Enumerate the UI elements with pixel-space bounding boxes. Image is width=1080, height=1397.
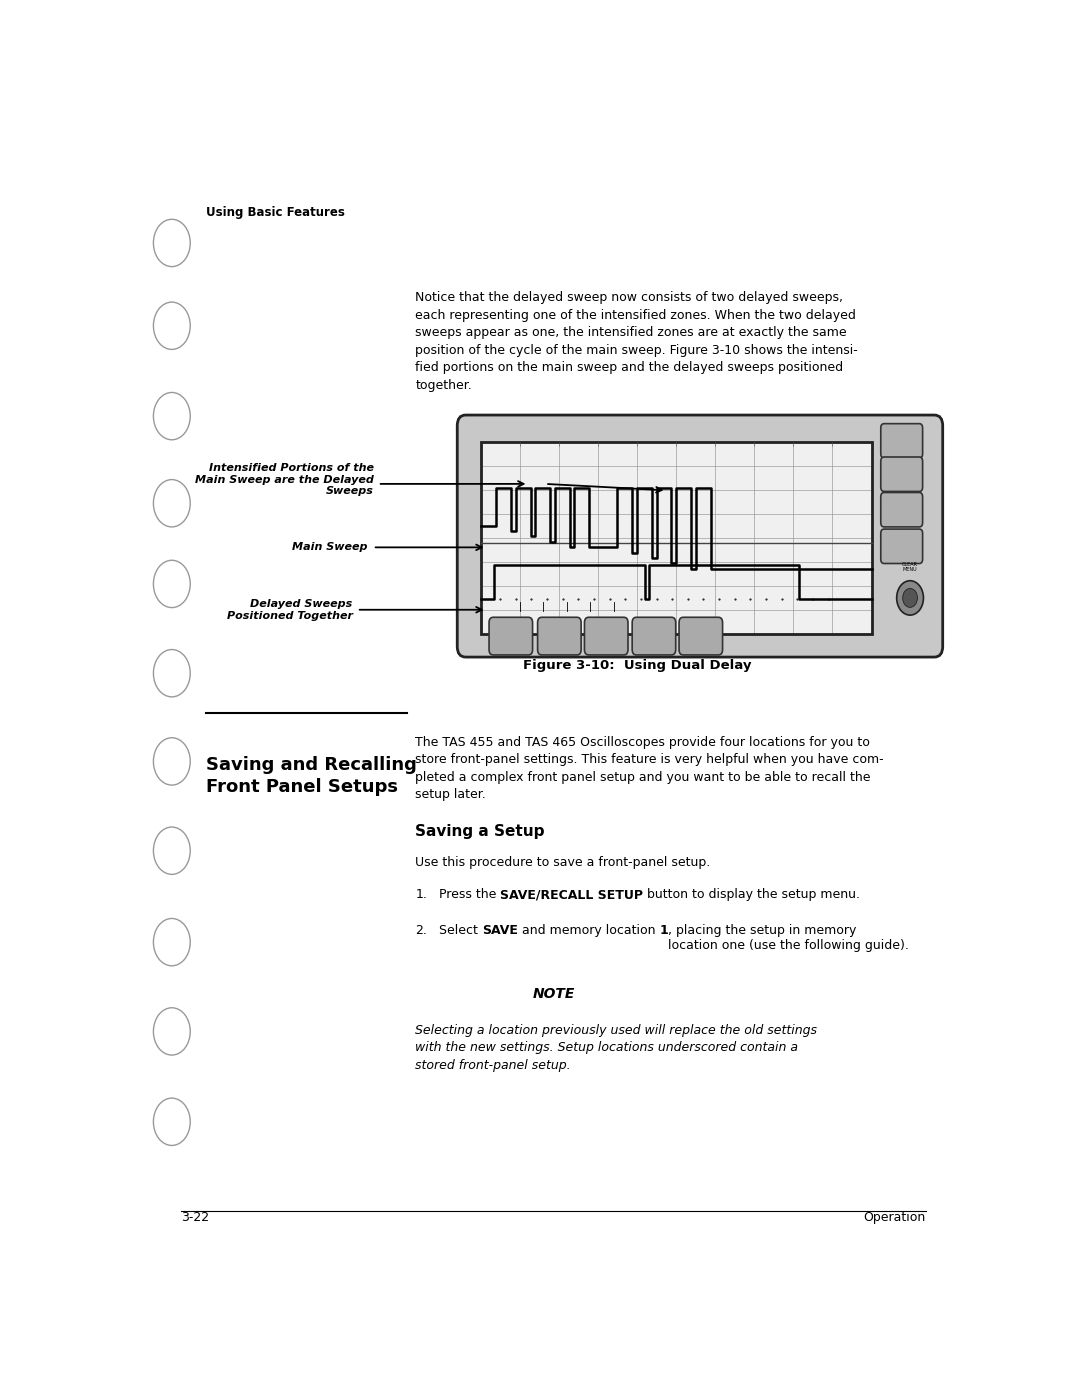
Text: button to display the setup menu.: button to display the setup menu. (644, 888, 860, 901)
FancyBboxPatch shape (584, 617, 627, 655)
FancyBboxPatch shape (457, 415, 943, 657)
Bar (481, 441, 872, 634)
Text: 3-22: 3-22 (181, 1211, 210, 1224)
Text: Select: Select (438, 923, 482, 937)
Text: NOTE: NOTE (532, 988, 575, 1002)
Text: Press the: Press the (438, 888, 500, 901)
FancyBboxPatch shape (881, 529, 922, 563)
FancyBboxPatch shape (632, 617, 676, 655)
Text: CLEAR
MENU: CLEAR MENU (902, 562, 918, 573)
Text: Selecting a location previously used will replace the old settings
with the new : Selecting a location previously used wil… (416, 1024, 818, 1071)
Text: Use this procedure to save a front-panel setup.: Use this procedure to save a front-panel… (416, 856, 711, 869)
Text: , placing the setup in memory
location one (use the following guide).: , placing the setup in memory location o… (667, 923, 908, 951)
FancyBboxPatch shape (881, 423, 922, 458)
Text: Intensified Portions of the
Main Sweep are the Delayed
Sweeps: Intensified Portions of the Main Sweep a… (194, 462, 374, 496)
Circle shape (896, 581, 923, 615)
FancyBboxPatch shape (881, 493, 922, 527)
Text: SAVE: SAVE (482, 923, 517, 937)
FancyBboxPatch shape (489, 617, 532, 655)
FancyBboxPatch shape (881, 457, 922, 492)
Circle shape (903, 588, 917, 608)
Text: and memory location: and memory location (517, 923, 659, 937)
Text: Saving and Recalling
Front Panel Setups: Saving and Recalling Front Panel Setups (206, 756, 417, 795)
Text: 1: 1 (659, 923, 667, 937)
Text: Saving a Setup: Saving a Setup (416, 824, 545, 838)
Text: Figure 3-10:  Using Dual Delay: Figure 3-10: Using Dual Delay (523, 659, 752, 672)
Text: Delayed Sweeps
Positioned Together: Delayed Sweeps Positioned Together (227, 599, 352, 620)
Text: Notice that the delayed sweep now consists of two delayed sweeps,
each represent: Notice that the delayed sweep now consis… (416, 292, 859, 391)
Text: Main Sweep: Main Sweep (293, 542, 367, 552)
Text: The TAS 455 and TAS 465 Oscilloscopes provide four locations for you to
store fr: The TAS 455 and TAS 465 Oscilloscopes pr… (416, 736, 885, 800)
Text: Operation: Operation (864, 1211, 926, 1224)
Text: 2.: 2. (416, 923, 428, 937)
FancyBboxPatch shape (538, 617, 581, 655)
Text: SAVE/RECALL SETUP: SAVE/RECALL SETUP (500, 888, 644, 901)
Bar (481, 441, 872, 634)
Text: 1.: 1. (416, 888, 428, 901)
Text: Using Basic Features: Using Basic Features (206, 205, 345, 219)
FancyBboxPatch shape (679, 617, 723, 655)
